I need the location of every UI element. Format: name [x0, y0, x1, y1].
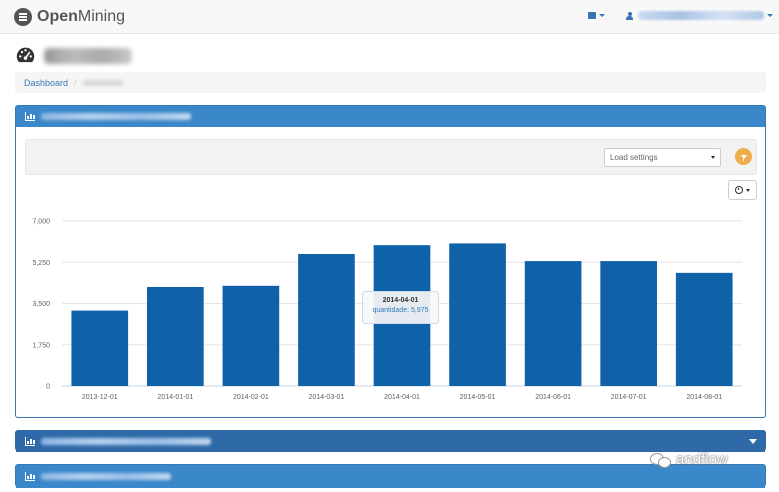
third-panel [15, 464, 766, 488]
load-settings-value: Load settings [610, 153, 658, 162]
chevron-down-icon [599, 14, 605, 17]
collapsed-panel [15, 430, 766, 452]
top-navbar: OpenMining [0, 0, 779, 34]
x-tick-label: 2014-07-01 [611, 394, 647, 401]
chevron-down-icon [767, 14, 773, 17]
bar-2014-05-01[interactable] [449, 243, 506, 386]
y-tick-label: 1,750 [32, 342, 50, 349]
third-panel-heading[interactable] [16, 465, 765, 488]
bar-chart-icon [25, 437, 35, 446]
y-tick-label: 0 [46, 384, 50, 391]
brand-name-rest: Mining [77, 8, 126, 25]
y-tick-label: 7,000 [32, 219, 50, 226]
brand-name-bold: Open [37, 8, 78, 25]
bar-2013-12-01[interactable] [71, 310, 129, 386]
panel-title-redacted [41, 473, 171, 480]
page-title [15, 45, 132, 66]
x-tick-label: 2014-05-01 [460, 394, 496, 401]
tooltip-title: 2014-04-01 [382, 297, 419, 304]
brand-name: OpenMining [37, 8, 125, 26]
filter-icon [740, 154, 747, 161]
panel-title-redacted [41, 438, 211, 445]
x-tick-label: 2014-08-01 [686, 394, 722, 401]
x-tick-label: 2014-03-01 [309, 394, 345, 401]
chat-bubble-icon [650, 452, 672, 468]
tooltip-value: 5,975 [411, 307, 429, 314]
user-icon [626, 11, 633, 20]
x-tick-label: 2014-04-01 [384, 394, 420, 401]
chart-panel-heading[interactable] [16, 106, 765, 127]
bar-chart-icon [25, 112, 35, 121]
collapsed-panel-heading[interactable] [16, 431, 765, 452]
bar-chart-icon [25, 472, 35, 481]
user-name-redacted [638, 11, 764, 20]
menu-icon [14, 8, 32, 26]
chart-panel: Load settings 7,000 5,250 3,500 1,750 0 2013-… [15, 105, 766, 418]
bar-2014-01-01[interactable] [147, 287, 204, 386]
dashboards-menu[interactable] [588, 12, 605, 19]
dashboard-icon [588, 12, 596, 19]
y-tick-label: 3,500 [32, 301, 50, 308]
bar-2014-07-01[interactable] [600, 261, 657, 386]
breadcrumb-separator: / [74, 77, 77, 88]
tooltip-series-name: quantidade [372, 307, 408, 314]
chart-tooltip: 2014-04-01 quantidade: 5,975 [362, 291, 439, 324]
breadcrumb-dashboard-link[interactable]: Dashboard [24, 77, 69, 88]
tooltip-series-label: quantidade: 5,975 [372, 307, 429, 314]
x-tick-label: 2014-02-01 [233, 394, 269, 401]
clock-icon [735, 186, 743, 194]
watermark-text: andflow [676, 451, 728, 468]
x-tick-label: 2014-01-01 [157, 394, 193, 401]
refresh-interval-button[interactable] [728, 180, 757, 200]
bar-2014-02-01[interactable] [222, 285, 280, 386]
chevron-down-icon [711, 156, 715, 159]
chevron-down-icon [746, 188, 750, 192]
filter-button[interactable] [735, 148, 752, 165]
panel-title-redacted [41, 113, 191, 120]
breadcrumb: Dashboard / [15, 72, 766, 93]
bar-2014-06-01[interactable] [524, 261, 582, 386]
gauge-icon [16, 47, 35, 63]
chevron-down-icon[interactable] [749, 439, 757, 444]
user-menu[interactable] [626, 11, 773, 20]
bar-2014-08-01[interactable] [675, 272, 733, 386]
breadcrumb-current-redacted [82, 79, 123, 86]
page-title-redacted [44, 47, 132, 64]
bar-2014-03-01[interactable] [298, 254, 355, 386]
filter-bar: Load settings [25, 139, 757, 175]
x-tick-label: 2013-12-01 [82, 394, 118, 401]
y-tick-label: 5,250 [32, 260, 50, 267]
x-tick-label: 2014-06-01 [535, 394, 571, 401]
bar-chart: 7,000 5,250 3,500 1,750 0 2013-12-01 2014-01-0… [32, 219, 742, 401]
watermark: andflow [650, 451, 728, 468]
load-settings-select[interactable]: Load settings [604, 148, 721, 167]
brand-logo[interactable]: OpenMining [14, 7, 125, 27]
